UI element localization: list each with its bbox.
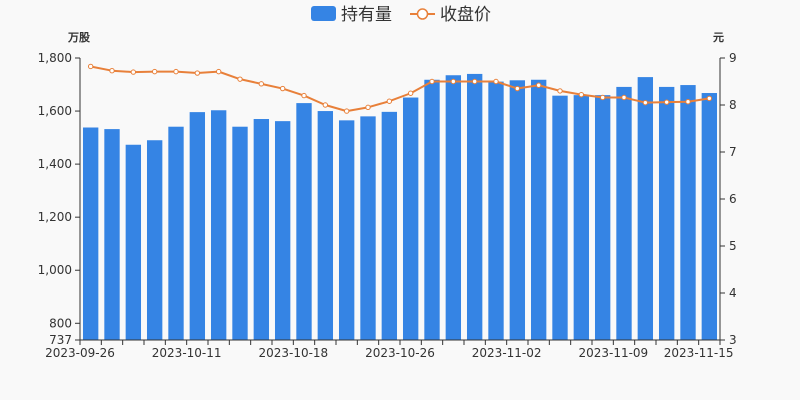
bar (616, 86, 632, 340)
right-axis-tick-label: 4 (729, 286, 737, 300)
left-axis-tick-label: 1,400 (38, 157, 72, 171)
close-price-point (578, 91, 585, 98)
legend-line-marker (416, 8, 429, 20)
x-axis-tick-label: 2023-11-02 (472, 346, 542, 360)
bar (637, 77, 654, 341)
close-price-point (493, 78, 499, 85)
right-axis-tick-label: 7 (729, 145, 737, 159)
close-price-point (663, 99, 670, 105)
close-price-line (90, 65, 710, 113)
close-price-point (386, 98, 393, 104)
close-price-point (194, 70, 201, 76)
bar (338, 120, 355, 340)
left-axis-tick-label: 737 (49, 333, 72, 347)
x-axis-tick-label: 2023-10-26 (365, 346, 435, 360)
bar (552, 95, 568, 340)
bar (189, 112, 206, 340)
axes: 737 800 1,000 1,200 1,400 1,600 1,800 3 4 5 6 7 8 9 20… (38, 51, 737, 360)
close-price-point (151, 68, 158, 75)
close-price-point (109, 67, 115, 74)
bar (530, 79, 547, 340)
bar (658, 86, 675, 340)
left-axis-tick-label: 1,200 (38, 210, 72, 224)
bar (445, 75, 462, 340)
bar (146, 140, 163, 340)
bar (381, 111, 398, 341)
bar (104, 129, 120, 340)
bar (274, 121, 291, 340)
close-price-point (322, 102, 329, 108)
legend-bar-swatch (311, 6, 336, 21)
close-price-point (471, 78, 478, 85)
bar (701, 93, 718, 340)
close-price-point (365, 104, 371, 111)
left-axis-tick-label: 1,600 (38, 104, 72, 118)
right-axis-unit: 元 (713, 31, 724, 44)
bar (488, 81, 504, 340)
bar (296, 103, 312, 340)
close-price-point (258, 81, 265, 87)
close-price-point (706, 95, 713, 102)
right-axis-tick-label: 6 (729, 192, 737, 206)
close-price-point (557, 88, 563, 94)
left-axis-unit: 万股 (67, 31, 91, 44)
bar (424, 79, 440, 340)
close-price-point (215, 68, 222, 75)
bar (317, 111, 334, 340)
x-axis-tick-label: 2023-11-15 (664, 346, 734, 360)
bar (466, 73, 483, 341)
x-axis-tick-label: 2023-11-09 (578, 346, 648, 360)
close-price-point (450, 78, 457, 85)
bar (232, 126, 248, 340)
right-axis-tick-label: 8 (729, 98, 737, 112)
bar (125, 144, 142, 340)
x-axis-tick-label: 2023-10-11 (152, 346, 222, 360)
close-price-point (599, 94, 606, 101)
close-price-point (407, 90, 414, 96)
close-price-point (87, 63, 94, 70)
bar-series (82, 73, 718, 341)
legend[interactable]: 持有量 收盘价 (311, 5, 491, 25)
close-price-point (173, 68, 179, 75)
bar (594, 95, 611, 340)
close-price-point (343, 108, 350, 114)
close-price-point (429, 78, 435, 85)
bar (680, 85, 696, 340)
bar (509, 80, 526, 340)
left-axis-tick-label: 800 (49, 316, 72, 330)
close-price-point (237, 76, 243, 82)
bar (402, 97, 419, 341)
x-axis-tick-label: 2023-10-18 (258, 346, 328, 360)
bar (168, 126, 184, 340)
bar (210, 110, 227, 340)
close-price-point (685, 99, 691, 105)
close-price-point (279, 85, 286, 92)
close-price-point (301, 92, 307, 99)
legend-line-label: 收盘价 (440, 5, 491, 25)
bar (360, 116, 376, 340)
bar (82, 127, 99, 340)
left-axis-tick-label: 1,000 (38, 263, 72, 277)
line-series (87, 63, 713, 114)
close-price-point (130, 69, 137, 75)
right-axis-tick-label: 9 (729, 51, 737, 65)
close-price-point (642, 99, 649, 106)
close-price-point (535, 82, 542, 88)
left-axis-tick-label: 1,800 (38, 51, 72, 65)
close-price-point (514, 85, 521, 92)
right-axis-tick-label: 5 (729, 239, 737, 253)
right-axis-tick-label: 3 (729, 333, 737, 347)
legend-bar-label: 持有量 (341, 5, 392, 25)
bar (253, 119, 270, 340)
x-axis-tick-label: 2023-09-26 (45, 346, 115, 360)
close-price-point (621, 94, 627, 101)
bar (573, 95, 590, 340)
